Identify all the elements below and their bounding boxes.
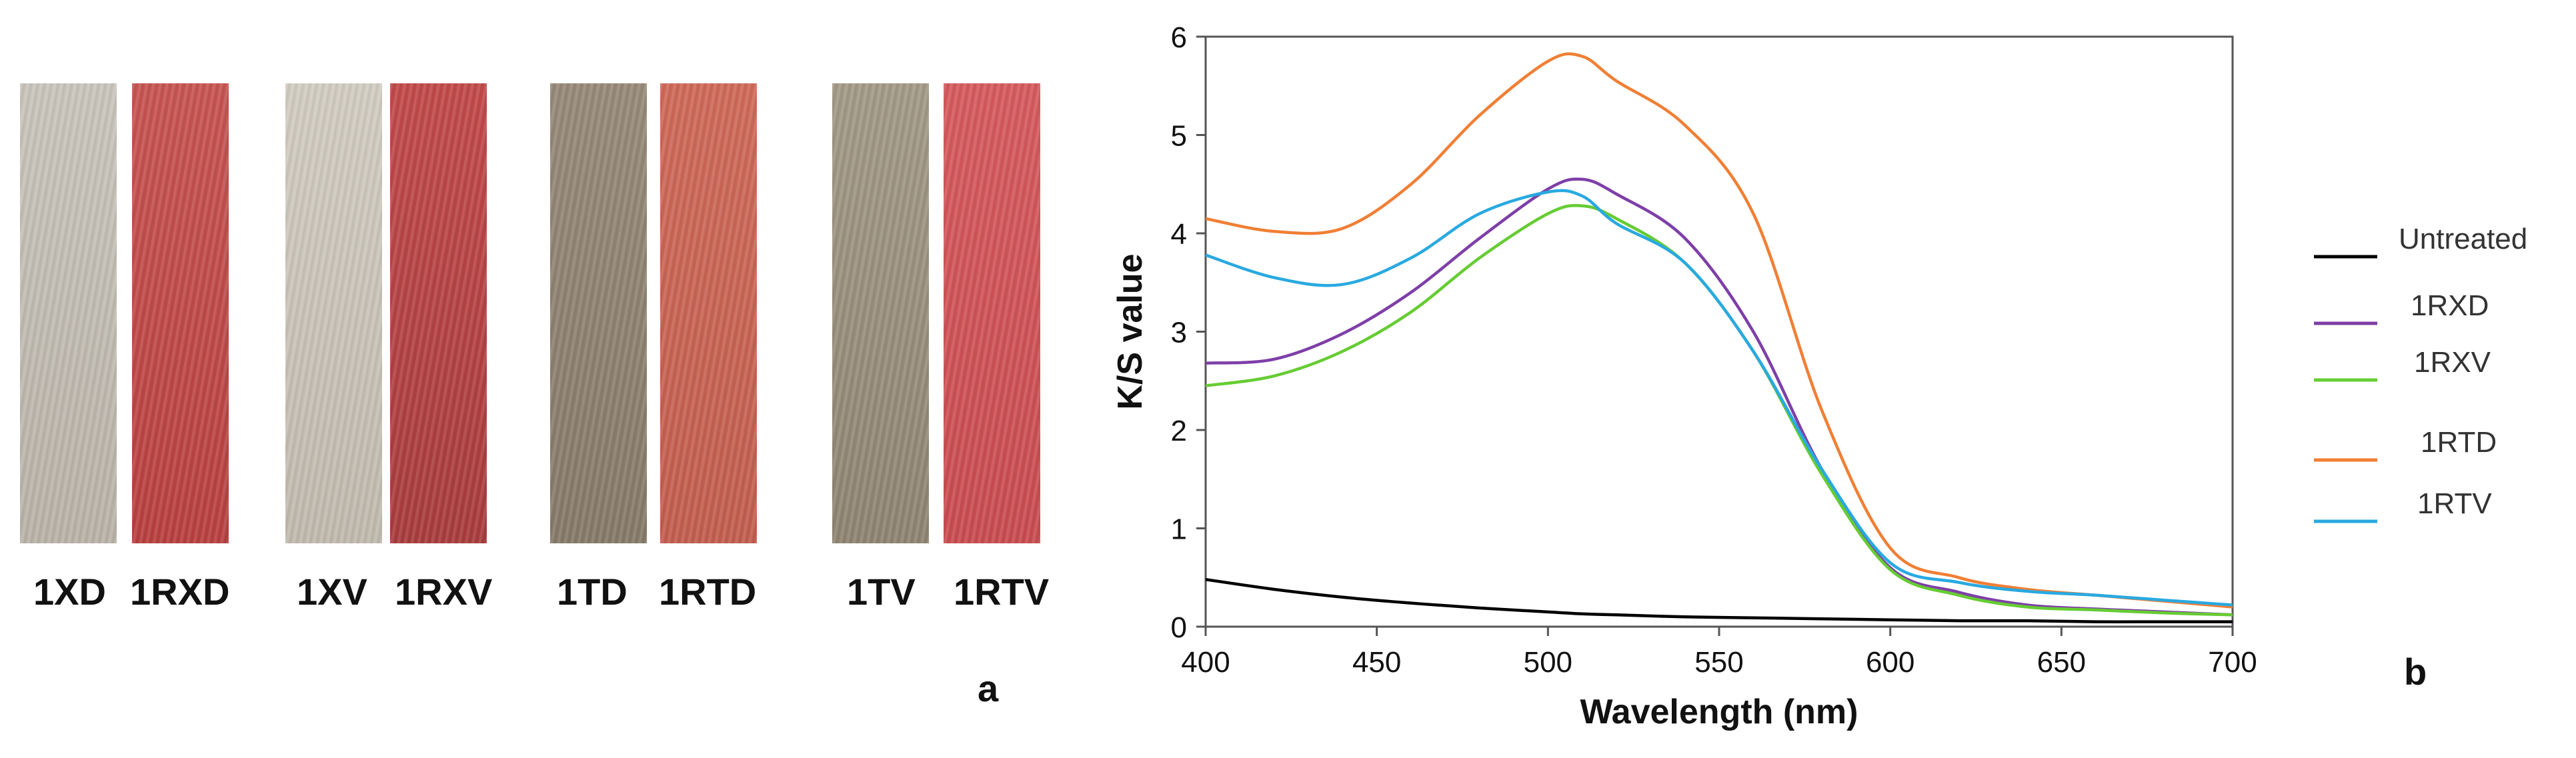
x-tick-label: 450 [1352,646,1401,679]
legend-label-1rxd: 1RXD [2411,289,2489,322]
swatch-1rtd [660,83,757,543]
swatch-1rtv [944,83,1040,543]
y-tick-label: 6 [1171,21,1187,54]
sample-label-1xd: 1XD [33,571,106,613]
x-tick-label: 500 [1524,646,1572,679]
sample-label-1xv: 1XV [297,571,367,613]
x-tick-label: 650 [2037,646,2086,679]
swatch-1xv [285,83,382,543]
y-tick-label: 5 [1171,120,1187,153]
x-tick-label: 700 [2208,646,2257,679]
series-line-1rtd [1205,52,2233,609]
sample-label-1td: 1TD [557,571,627,613]
y-tick-label: 2 [1171,415,1187,447]
panel-b-label: b [2404,651,2427,693]
legend-label-untreated: Untreated [2399,223,2527,255]
x-tick-label: 550 [1694,646,1743,679]
y-tick-label: 1 [1171,513,1187,546]
y-tick-label: 4 [1171,218,1187,251]
legend-label-1rtv: 1RTV [2417,487,2492,520]
y-axis-title: K/S value [1111,253,1150,409]
swatch-1rxd [132,83,229,543]
panel-a-label: a [978,667,999,709]
swatch-1td [550,83,647,543]
series-line-1rxd [1205,177,2233,617]
y-tick-label: 3 [1171,317,1187,349]
legend-label-1rtd: 1RTD [2421,426,2497,459]
sample-label-1rxd: 1RXD [130,571,230,613]
x-tick-label: 400 [1181,646,1230,679]
y-tick-label: 0 [1171,611,1187,644]
plot-frame [1204,35,2234,628]
x-tick-label: 600 [1866,646,1914,679]
series-line-untreated [1205,577,2233,623]
sample-label-1tv: 1TV [847,571,916,613]
series-line-1rtv [1205,189,2233,607]
legend-label-1rxv: 1RXV [2414,346,2491,379]
series-line-1rxv [1205,203,2233,617]
swatch-1tv [832,83,929,543]
swatch-1rxv [390,83,487,543]
swatch-1xd [20,83,117,543]
sample-label-1rxv: 1RXV [395,571,493,613]
sample-label-1rtv: 1RTV [954,571,1050,613]
x-axis-title: Wavelength (nm) [1580,693,1858,731]
sample-label-1rtd: 1RTD [659,571,757,613]
